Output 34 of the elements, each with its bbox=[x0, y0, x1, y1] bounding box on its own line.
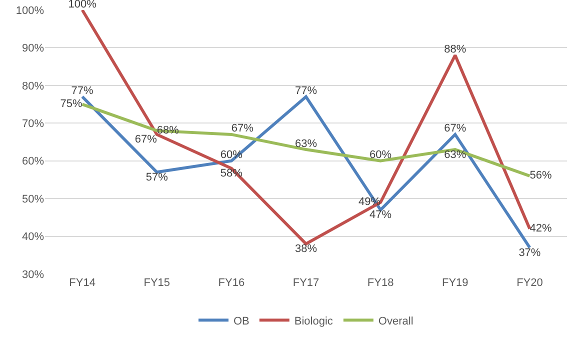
data-label: 42% bbox=[530, 222, 552, 234]
data-label: 77% bbox=[294, 84, 318, 97]
x-tick-label: FY19 bbox=[442, 277, 468, 289]
y-tick-label: 80% bbox=[22, 80, 44, 92]
x-tick-label: FY16 bbox=[218, 277, 245, 289]
y-tick-label: 90% bbox=[22, 42, 44, 55]
data-label: 88% bbox=[444, 44, 466, 56]
data-label: 67% bbox=[134, 134, 158, 146]
data-label: 77% bbox=[71, 84, 94, 97]
x-tick-label: FY17 bbox=[292, 277, 320, 289]
x-tick-label: FY20 bbox=[516, 277, 543, 289]
data-label: 63% bbox=[444, 148, 466, 161]
data-label: 47% bbox=[370, 209, 392, 222]
x-tick-label: FY18 bbox=[367, 277, 394, 289]
data-label: 67% bbox=[444, 122, 466, 135]
data-label: 75% bbox=[60, 98, 82, 110]
y-tick-label: 40% bbox=[22, 231, 44, 244]
y-tick-label: 70% bbox=[22, 118, 44, 130]
legend-label: Overall bbox=[378, 315, 414, 328]
data-label: 67% bbox=[231, 122, 254, 135]
data-label: 63% bbox=[294, 138, 318, 150]
data-label: 56% bbox=[530, 170, 552, 182]
y-tick-label: 100% bbox=[16, 4, 44, 17]
x-tick-label: FY14 bbox=[69, 277, 96, 289]
data-label: 38% bbox=[294, 243, 318, 256]
y-tick-label: 60% bbox=[22, 156, 44, 168]
legend-label: OB bbox=[234, 315, 250, 328]
y-tick-label: 50% bbox=[22, 193, 44, 206]
data-label: 60% bbox=[370, 149, 392, 162]
data-label: 37% bbox=[518, 246, 541, 259]
data-label: 57% bbox=[146, 171, 168, 184]
y-tick-label: 30% bbox=[22, 268, 44, 281]
x-tick-label: FY15 bbox=[144, 277, 170, 289]
legend-label: Biologic bbox=[294, 315, 334, 328]
